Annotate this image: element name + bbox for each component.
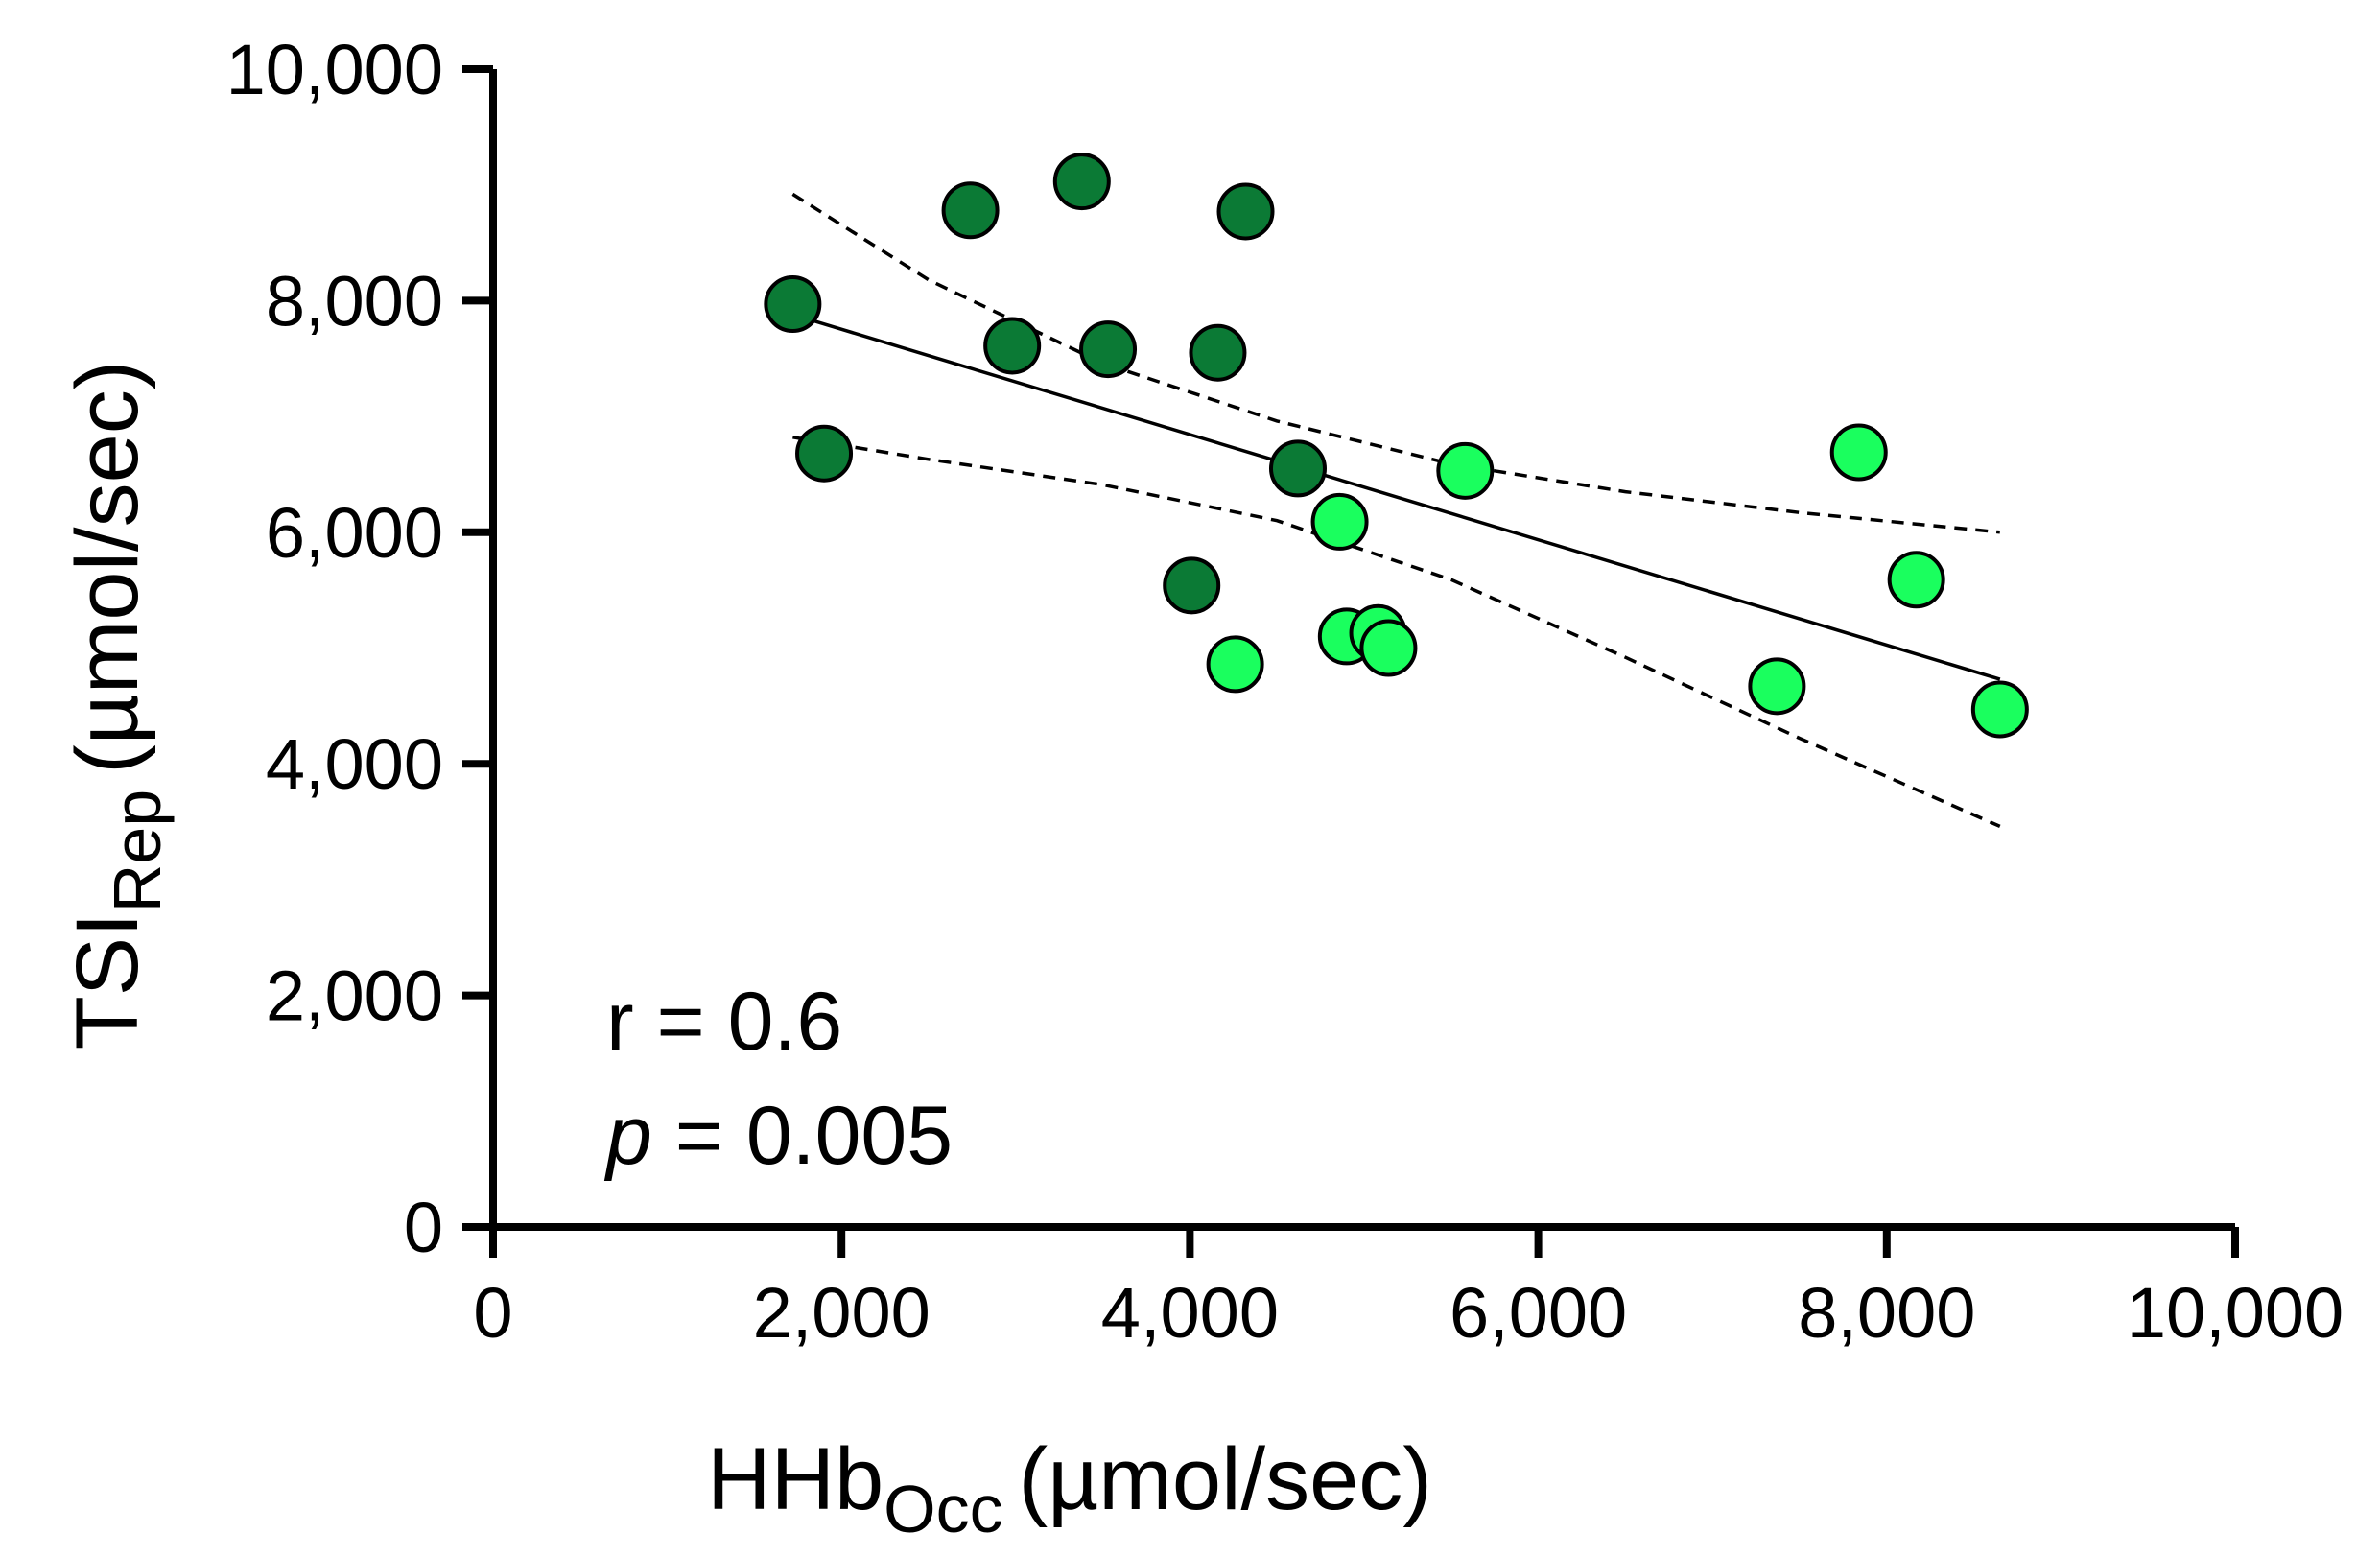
y-tick-label: 0 (404, 1188, 443, 1267)
data-point-light-green (1748, 657, 1806, 716)
data-point-dark-green (1079, 320, 1138, 379)
y-tick-label: 4,000 (266, 724, 443, 804)
y-tick-label: 10,000 (226, 30, 443, 109)
data-point-light-green (1829, 423, 1888, 482)
y-axis-title: TSIRep (µmol/sec) (59, 361, 175, 1050)
data-point-dark-green (1216, 182, 1275, 241)
data-point-light-green (1436, 441, 1495, 500)
axes (489, 69, 2235, 1231)
regression-line-group (791, 313, 2001, 681)
y-axis-title-subscript: Rep (100, 790, 175, 912)
y-tick-label: 8,000 (266, 261, 443, 341)
y-axis-title-main: TSI (59, 912, 156, 1050)
x-tick-label: 2,000 (753, 1273, 931, 1353)
data-point-light-green (1310, 492, 1369, 551)
confidence-band (791, 192, 2001, 829)
x-axis-title-subscript: Occ (884, 1472, 1002, 1546)
r-value-label: r = 0.6 (606, 976, 842, 1068)
y-axis-ticks: 0 2,000 4,000 6,000 8,000 10,000 (226, 30, 493, 1267)
data-point-dark-green (983, 317, 1042, 375)
data-point-dark-green (1163, 556, 1221, 615)
y-tick-label: 2,000 (266, 956, 443, 1036)
y-axis-title-units: (µmol/sec) (59, 361, 156, 774)
data-point-dark-green (795, 424, 854, 483)
x-axis-ticks: 0 2,000 4,000 6,000 8,000 10,000 (473, 1227, 2344, 1353)
data-point-dark-green (1268, 439, 1327, 498)
p-value: = 0.005 (652, 1090, 953, 1182)
x-tick-label: 6,000 (1449, 1273, 1627, 1353)
confidence-band-upper (791, 192, 2000, 534)
data-point-dark-green (1189, 323, 1247, 382)
p-symbol: p (603, 1090, 652, 1182)
data-point-dark-green (941, 181, 1000, 240)
data-point-dark-green (764, 275, 822, 334)
x-tick-label: 0 (473, 1273, 512, 1353)
x-tick-label: 4,000 (1101, 1273, 1279, 1353)
data-point-dark-green (1052, 153, 1111, 211)
x-axis-title-main: HHb (707, 1430, 884, 1528)
x-tick-label: 10,000 (2127, 1273, 2344, 1353)
x-axis-title-units: (µmol/sec) (1019, 1430, 1432, 1528)
data-point-light-green (1359, 619, 1418, 677)
data-points (764, 153, 2029, 739)
p-value-label: p = 0.005 (603, 1090, 953, 1182)
data-point-light-green (1887, 551, 1945, 609)
data-point-light-green (1206, 635, 1264, 694)
data-point-light-green (1970, 680, 2029, 739)
y-tick-label: 6,000 (266, 493, 443, 573)
x-axis-title: HHbOcc (µmol/sec) (707, 1430, 1432, 1546)
x-tick-label: 8,000 (1798, 1273, 1975, 1353)
regression-line (791, 313, 2001, 681)
